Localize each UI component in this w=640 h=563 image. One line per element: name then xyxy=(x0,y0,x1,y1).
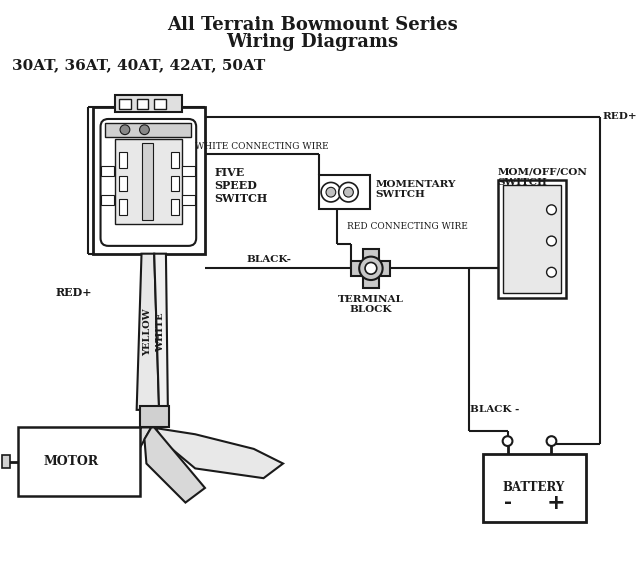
Bar xyxy=(137,100,148,109)
Bar xyxy=(483,454,586,522)
FancyBboxPatch shape xyxy=(100,119,196,246)
Circle shape xyxy=(359,257,383,280)
Circle shape xyxy=(120,125,130,135)
Circle shape xyxy=(140,125,149,135)
Circle shape xyxy=(547,267,556,277)
Text: MOM/OFF/CON
SWITCH: MOM/OFF/CON SWITCH xyxy=(498,168,588,187)
Bar xyxy=(106,123,191,137)
Circle shape xyxy=(339,182,358,202)
Text: TERMINAL
BLOCK: TERMINAL BLOCK xyxy=(338,294,404,314)
Bar xyxy=(363,249,379,288)
Circle shape xyxy=(502,436,513,446)
Circle shape xyxy=(547,205,556,215)
Text: All Terrain Bowmount Series: All Terrain Bowmount Series xyxy=(167,16,458,34)
Text: YELLOW: YELLOW xyxy=(143,308,152,356)
Bar xyxy=(182,195,195,205)
Bar xyxy=(119,100,131,109)
Text: -: - xyxy=(504,493,511,512)
Polygon shape xyxy=(93,427,151,483)
Text: MOTOR: MOTOR xyxy=(44,455,99,468)
Bar xyxy=(171,152,179,168)
Text: RED+: RED+ xyxy=(602,111,637,120)
Bar xyxy=(140,406,169,427)
Bar xyxy=(119,199,127,215)
Bar xyxy=(171,176,179,191)
Text: FIVE
SPEED
SWITCH: FIVE SPEED SWITCH xyxy=(215,167,268,204)
Text: RED CONNECTING WIRE: RED CONNECTING WIRE xyxy=(346,222,467,231)
Bar xyxy=(119,152,127,168)
Bar xyxy=(319,175,370,209)
Circle shape xyxy=(321,182,340,202)
Text: MOMENTARY
SWITCH: MOMENTARY SWITCH xyxy=(376,180,456,199)
Bar xyxy=(498,181,566,298)
Text: BLACK -: BLACK - xyxy=(470,405,520,414)
Text: +: + xyxy=(547,493,566,512)
Text: Wiring Diagrams: Wiring Diagrams xyxy=(227,33,399,51)
Bar xyxy=(141,144,153,220)
Polygon shape xyxy=(154,254,168,410)
Circle shape xyxy=(344,187,353,197)
Bar xyxy=(351,261,390,276)
Circle shape xyxy=(365,262,377,274)
Bar xyxy=(154,100,166,109)
Bar xyxy=(100,195,114,205)
Polygon shape xyxy=(137,254,159,410)
Circle shape xyxy=(547,236,556,246)
Bar xyxy=(182,166,195,176)
Text: 30AT, 36AT, 40AT, 42AT, 50AT: 30AT, 36AT, 40AT, 42AT, 50AT xyxy=(12,59,265,73)
Text: WHITE: WHITE xyxy=(157,312,166,351)
Bar xyxy=(502,185,561,293)
Polygon shape xyxy=(145,427,205,503)
Bar xyxy=(115,138,182,225)
Bar xyxy=(17,427,140,496)
Text: BLACK-: BLACK- xyxy=(246,256,291,265)
Circle shape xyxy=(547,436,556,446)
Text: BATTERY: BATTERY xyxy=(503,481,565,494)
Bar xyxy=(2,455,10,468)
Bar xyxy=(115,95,182,112)
Bar xyxy=(93,108,205,254)
Polygon shape xyxy=(151,427,283,478)
Bar xyxy=(119,176,127,191)
Circle shape xyxy=(326,187,336,197)
Text: RED+: RED+ xyxy=(56,287,92,298)
Bar xyxy=(100,166,114,176)
Text: WHITE CONNECTING WIRE: WHITE CONNECTING WIRE xyxy=(195,142,328,151)
Bar xyxy=(171,199,179,215)
